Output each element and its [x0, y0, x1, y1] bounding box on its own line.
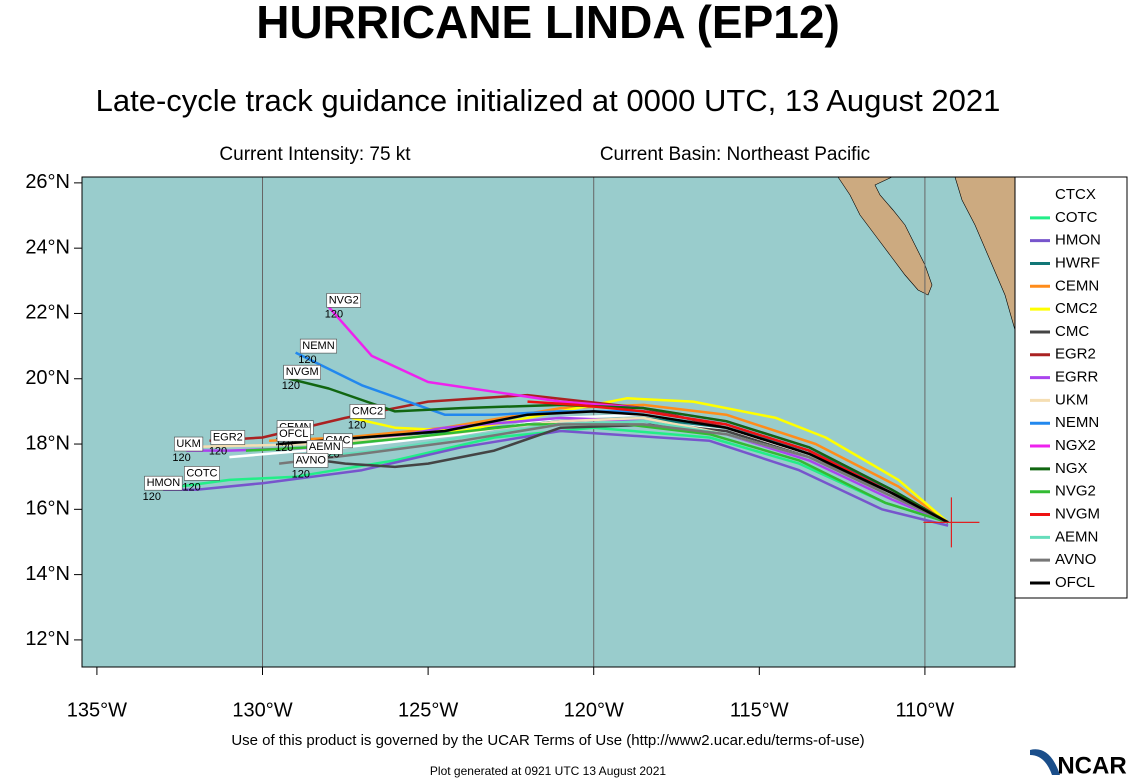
y-tick-label: 18°N	[25, 432, 70, 454]
track-line	[163, 429, 949, 527]
subtitle: Late-cycle track guidance initialized at…	[96, 83, 1001, 118]
label-text: EGR2	[213, 431, 243, 443]
label-hour: 120	[298, 354, 316, 366]
y-tick-label: 26°N	[25, 171, 70, 193]
axes: 135°W 130°W 125°W 120°W 115°W 110°W 12°N 14°N 16…	[25, 171, 954, 721]
y-tick-label: 22°N	[25, 302, 70, 324]
label-text: CMC2	[352, 405, 383, 417]
generated: Plot generated at 0921 UTC 13 August 202…	[430, 764, 666, 778]
label-text: HMON	[147, 477, 181, 489]
track-line	[269, 403, 949, 524]
y-tick-label: 20°N	[25, 367, 70, 389]
x-tick-label: 130°W	[232, 699, 292, 721]
legend-label: NGX	[1055, 460, 1088, 477]
track-line	[278, 423, 949, 524]
label-box	[174, 436, 204, 452]
legend-label: NVGM	[1055, 505, 1100, 522]
label-box	[299, 338, 337, 354]
legend-label: NGX2	[1055, 437, 1096, 454]
x-tick-label: 115°W	[730, 699, 789, 721]
track-labels: NVG2120NEMN120NVGM120CMC2120CEMN120EGR21…	[143, 293, 980, 548]
land	[837, 176, 933, 296]
label-box	[293, 453, 329, 468]
x-tick-label: 125°W	[398, 699, 458, 721]
legend-label: HMON	[1055, 232, 1101, 249]
label-box	[276, 426, 311, 442]
tracks	[163, 306, 949, 527]
label-box	[184, 466, 220, 481]
label-hour: 120	[209, 445, 227, 457]
title: HURRICANE LINDA (EP12)	[256, 0, 840, 48]
footer: Use of this product is governed by the U…	[231, 732, 864, 749]
label-text: AEMN	[309, 441, 341, 453]
label-text: OFCL	[279, 428, 308, 440]
y-tick-label: 14°N	[25, 563, 70, 585]
legend-label: CTCX	[1055, 186, 1096, 203]
label-text: UKM	[176, 438, 200, 450]
legend-label: NVG2	[1055, 483, 1096, 500]
label-box	[349, 404, 386, 419]
legend-label: CEMN	[1055, 277, 1099, 294]
logo: NCAR	[1057, 752, 1126, 779]
label-hour: 120	[282, 380, 300, 392]
logo-mark	[1030, 749, 1060, 775]
legend-label: AEMN	[1055, 528, 1098, 545]
label-hour: 120	[325, 308, 343, 320]
label-hour: 120	[172, 452, 190, 464]
label-text: NEMN	[302, 340, 334, 352]
y-tick-label: 12°N	[25, 628, 70, 650]
label-box	[283, 364, 321, 380]
label-hour: 120	[348, 419, 366, 431]
x-tick-label: 135°W	[67, 699, 127, 721]
label-hour: 120	[292, 468, 310, 480]
label-box	[326, 293, 362, 308]
x-tick-label: 110°W	[896, 699, 955, 721]
label-hour: 120	[275, 442, 293, 454]
legend-label: HWRF	[1055, 254, 1100, 271]
label-text: NVG2	[329, 294, 359, 306]
legend-label: AVNO	[1055, 551, 1096, 568]
track-line	[279, 410, 949, 524]
label-hour: 120	[182, 481, 200, 493]
legend-label: NEMN	[1055, 414, 1099, 431]
label-hour: 120	[143, 491, 161, 503]
legend-label: COTC	[1055, 209, 1098, 226]
label-text: NVGM	[286, 366, 319, 378]
legend	[1014, 176, 1128, 599]
y-tick-label: 16°N	[25, 498, 70, 520]
label-text: COTC	[186, 467, 217, 479]
legend-entries: CTCX COTC HMON HWRF CEMN CMC2 CMC EGR2 EGRR UKM NE…	[1030, 186, 1101, 591]
label-box	[144, 475, 183, 491]
intensity: Current Intensity: 75 kt	[219, 144, 411, 165]
x-tick-label: 120°W	[564, 699, 624, 721]
legend-label: CMC2	[1055, 300, 1098, 317]
label-box	[210, 430, 246, 445]
y-tick-label: 24°N	[25, 236, 70, 258]
legend-label: OFCL	[1055, 574, 1095, 591]
basin: Current Basin: Northeast Pacific	[600, 144, 870, 165]
legend-label: UKM	[1055, 391, 1088, 408]
legend-label: EGRR	[1055, 369, 1099, 386]
label-text: AVNO	[296, 454, 327, 466]
legend-label: EGR2	[1055, 346, 1096, 363]
legend-label: CMC	[1055, 323, 1089, 340]
